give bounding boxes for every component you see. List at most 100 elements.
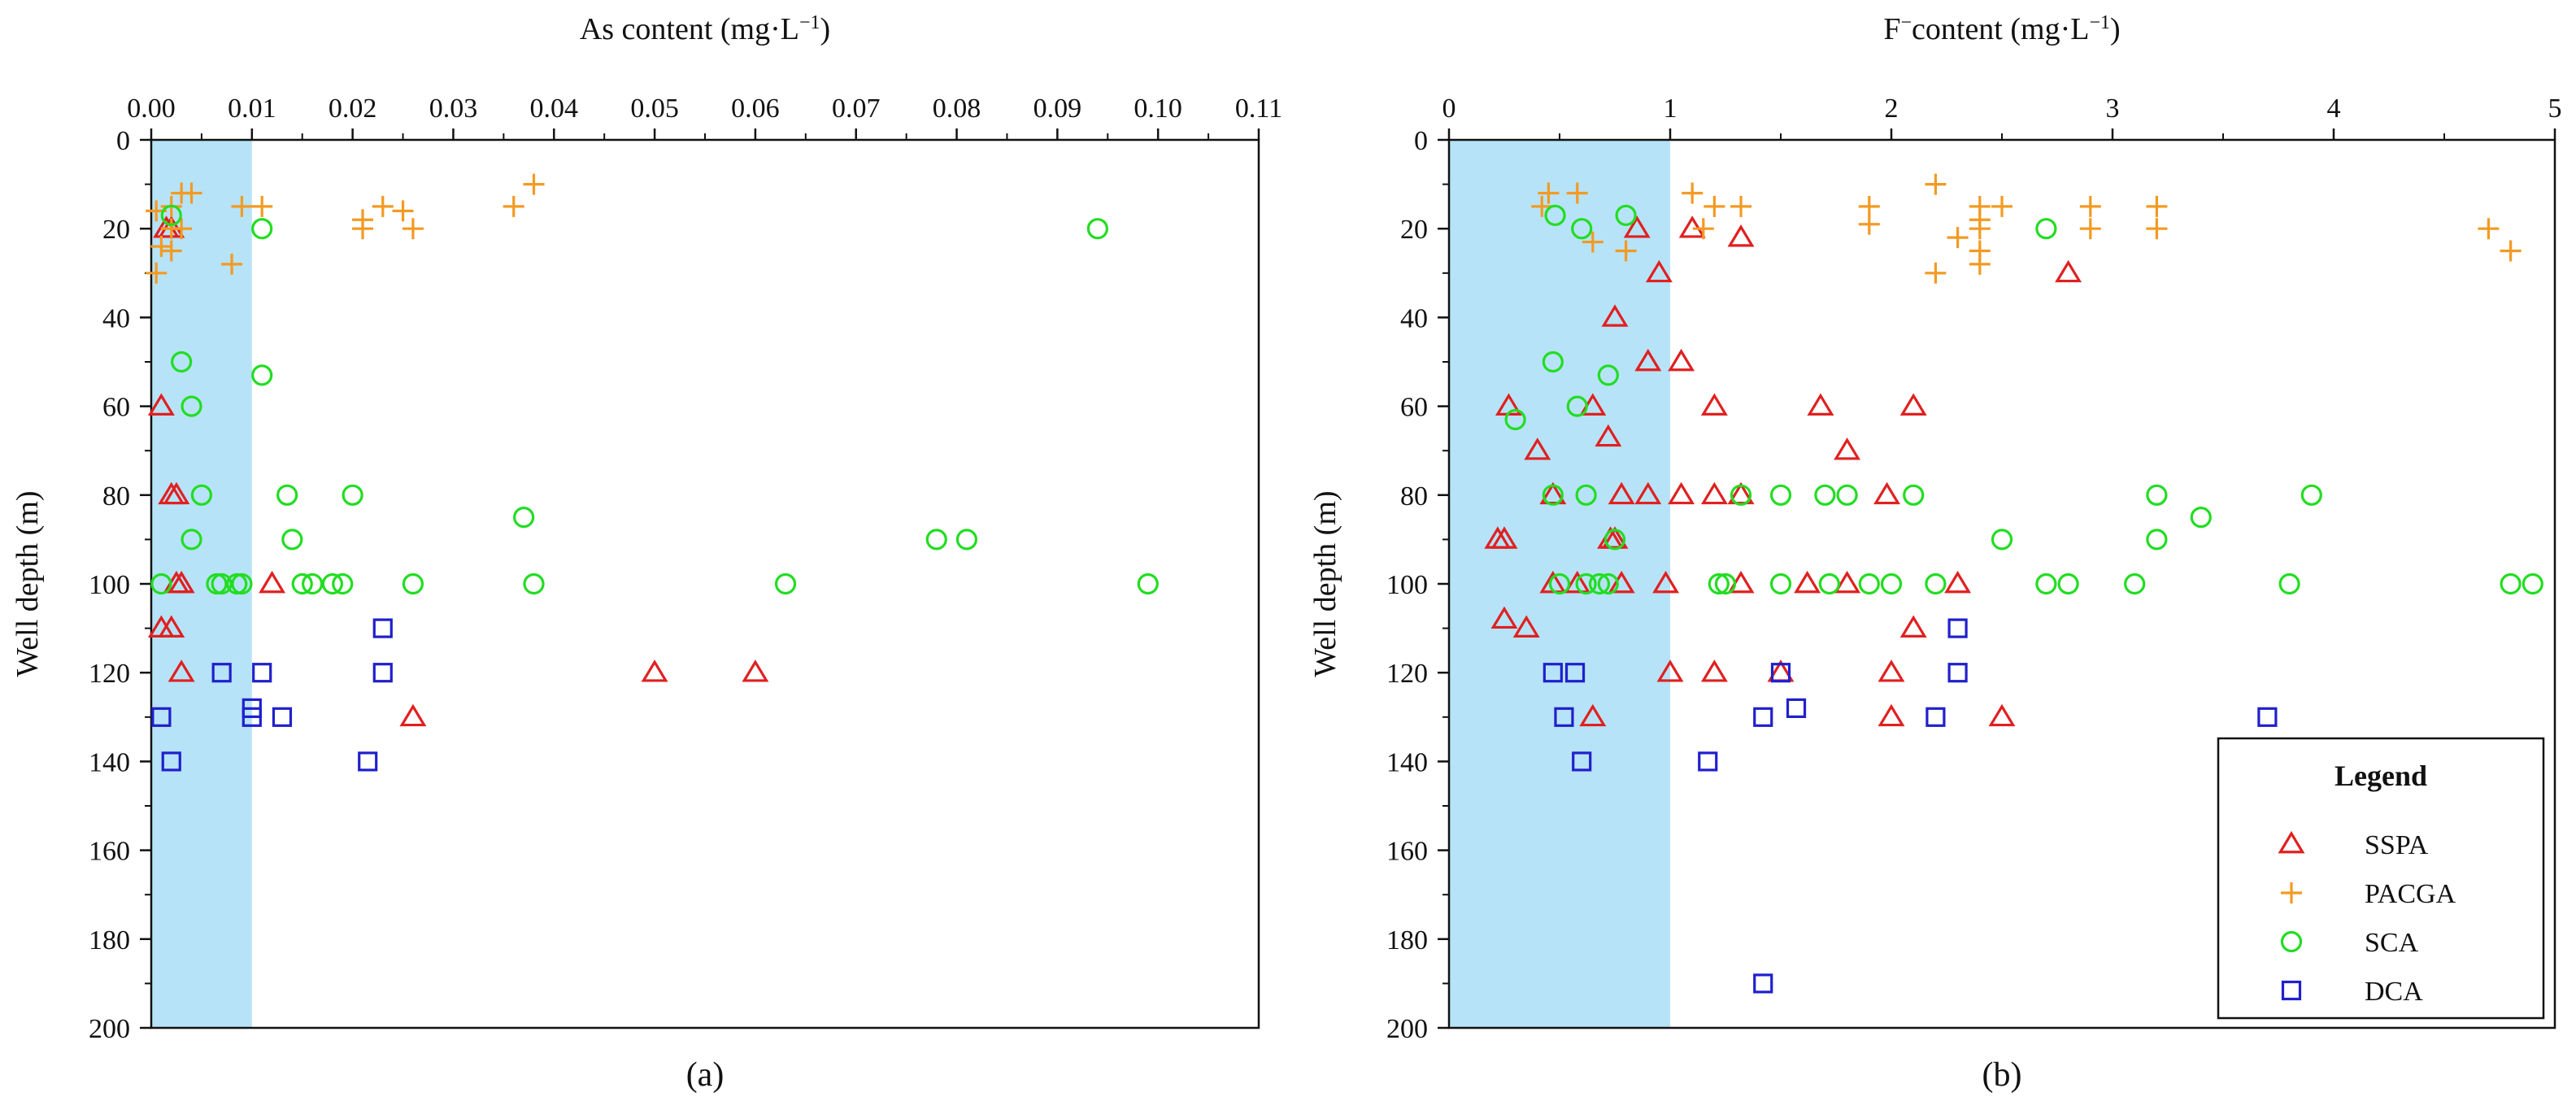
data-point-sca (281, 529, 303, 551)
data-point-sca (160, 204, 182, 226)
data-point-sca (1566, 395, 1588, 417)
data-point-pacga (146, 262, 168, 284)
data-point-sca (302, 572, 324, 595)
y-tick-label: 140 (1386, 747, 1428, 777)
panel-label: (a) (686, 1056, 724, 1094)
data-point-dca (1554, 707, 1574, 727)
data-point-sca (211, 572, 233, 595)
data-point-sspa (1988, 703, 2016, 727)
data-point-sca (2500, 572, 2522, 595)
data-point-sspa (158, 615, 185, 638)
data-point-pacga (2079, 195, 2101, 217)
data-point-sca (1730, 484, 1752, 506)
data-point-sca (332, 572, 354, 595)
y-tick-label: 40 (1400, 303, 1428, 333)
data-point-pacga (1531, 195, 1553, 217)
series-pacga (146, 173, 545, 284)
series-sca (1504, 204, 2543, 595)
x-tick-label: 0 (1442, 94, 1456, 124)
legend-title: Legend (2334, 760, 2427, 792)
y-tick-label: 100 (1386, 570, 1428, 600)
data-point-sspa (742, 659, 769, 682)
data-point-sspa (1579, 703, 1607, 727)
data-point-pacga (523, 173, 545, 195)
y-tick-label: 80 (1400, 481, 1428, 511)
series-dca (151, 618, 393, 772)
data-point-sca (925, 529, 947, 551)
y-tick-label: 180 (89, 925, 130, 955)
data-point-sspa (1873, 481, 1901, 505)
x-tick-label: 0.09 (1033, 94, 1082, 124)
data-point-dca (1753, 973, 1773, 994)
data-point-pacga (392, 200, 414, 222)
data-point-sspa (168, 659, 195, 682)
legend-marker-pacga (2281, 882, 2302, 903)
data-point-pacga (181, 182, 202, 204)
series-pacga (1531, 173, 2522, 284)
data-point-sspa (1608, 481, 1635, 505)
data-point-sca (1588, 572, 1611, 595)
data-point-dca (242, 707, 262, 727)
x-tick-label: 2 (1885, 94, 1899, 124)
data-point-sca (291, 572, 313, 595)
data-point-dca (372, 618, 393, 638)
data-point-sca (1603, 529, 1626, 551)
data-point-pacga (1730, 195, 1752, 217)
data-point-sca (1925, 572, 1947, 595)
x-tick-label: 4 (2327, 94, 2341, 124)
data-point-pacga (1858, 195, 1880, 217)
y-tick-label: 0 (1414, 126, 1428, 156)
data-point-sspa (1623, 215, 1651, 238)
data-point-dca (372, 663, 393, 683)
x-tick-label: 0.11 (1235, 94, 1282, 124)
plot-frame (150, 138, 1260, 1029)
data-point-dca (1947, 663, 1968, 683)
data-point-sca (1836, 484, 1858, 506)
data-point-sspa (163, 481, 190, 505)
legend-label: PACGA (2365, 879, 2456, 909)
data-point-sspa (399, 703, 427, 727)
panel-b: 0 1 2 3 4 5 0 20 40 60 80 100 120 140 160 180 200 F−conte… (1308, 12, 2562, 1094)
data-point-sca (2522, 572, 2543, 595)
x-tick-label: 3 (2106, 94, 2120, 124)
data-point-pacga (221, 253, 243, 275)
data-point-sspa (1634, 481, 1662, 505)
data-point-sca (1542, 350, 1564, 373)
data-point-sca (1137, 572, 1159, 595)
x-axis-title-text: content (mg·L (1912, 12, 2089, 46)
y-tick-label: 140 (89, 747, 130, 777)
data-point-pacga (2146, 195, 2168, 217)
data-point-dca (1786, 698, 1807, 718)
legend-box (2217, 737, 2545, 1020)
data-point-sspa (641, 659, 668, 682)
data-point-pacga (1969, 218, 1991, 240)
y-tick-label: 20 (1400, 215, 1428, 245)
data-point-sspa (1652, 570, 1680, 594)
x-tick-label: 0.05 (630, 94, 679, 124)
data-point-pacga (1925, 262, 1947, 284)
data-point-sca (231, 572, 253, 595)
data-point-pacga (1692, 218, 1714, 240)
data-point-sspa (1944, 570, 1972, 594)
data-point-sca (402, 572, 424, 595)
data-point-sspa (1608, 570, 1635, 594)
data-point-sca (2300, 484, 2322, 506)
series-sspa (1484, 215, 2082, 727)
x-axis-title-sup: − (1900, 12, 1912, 33)
data-point-sca (1548, 572, 1571, 595)
data-point-dca (1947, 618, 1968, 638)
legend: Legend SSPA PACGA SCA DCA (2217, 737, 2545, 1020)
data-point-sca (1086, 218, 1108, 240)
data-point-sca (1597, 572, 1619, 595)
data-point-sca (1504, 408, 1526, 431)
data-point-sspa (1807, 393, 1834, 416)
data-point-sca (181, 395, 202, 417)
data-point-pacga (1582, 231, 1603, 253)
x-tick-label: 1 (1664, 94, 1677, 124)
x-axis-title-text: ) (2110, 12, 2121, 46)
y-axis-title: Well depth (m) (1308, 490, 1342, 677)
data-point-pacga (1991, 195, 2012, 217)
data-point-sspa (1899, 393, 1927, 416)
data-point-sspa (1524, 437, 1551, 460)
data-point-sspa (1490, 606, 1518, 629)
